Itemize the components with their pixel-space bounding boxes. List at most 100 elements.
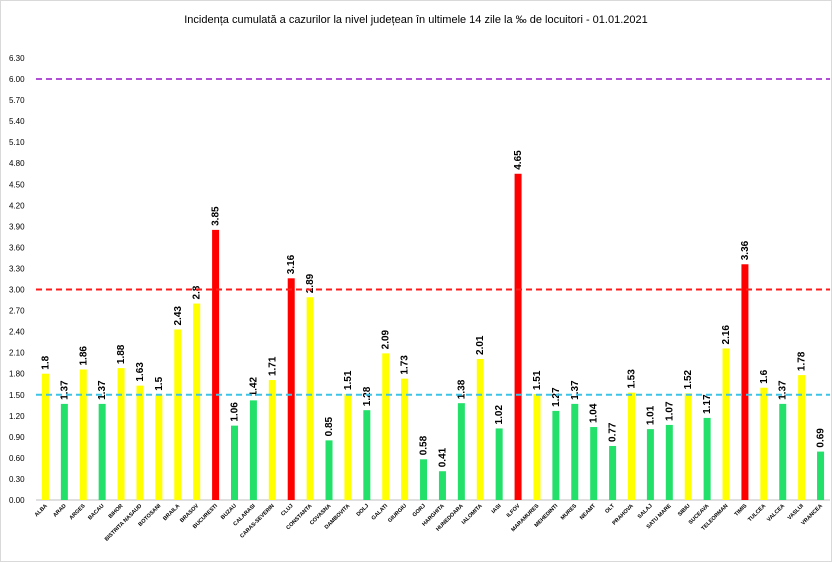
bar [476, 358, 484, 500]
bar [798, 375, 806, 500]
data-label: 2.16 [721, 325, 732, 345]
y-tick-label: 4.80 [9, 159, 25, 168]
y-tick-label: 4.20 [9, 201, 25, 210]
data-label: 1.42 [248, 376, 259, 396]
data-label: 1.6 [759, 369, 770, 383]
y-tick-label: 0.60 [9, 454, 25, 463]
data-label: 4.65 [513, 150, 524, 170]
bar [552, 410, 560, 500]
data-label: 1.71 [267, 356, 278, 376]
category-label: TIMIS [734, 503, 749, 518]
category-label: GALATI [371, 503, 390, 522]
bar [420, 459, 428, 500]
bar [249, 400, 257, 500]
category-label: TULCEA [747, 503, 767, 523]
y-tick-label: 1.20 [9, 412, 25, 421]
bar [741, 264, 749, 500]
category-label: OLT [604, 503, 616, 515]
bar [193, 303, 201, 500]
bar [174, 329, 182, 500]
y-tick-label: 3.90 [9, 222, 25, 231]
data-label: 1.37 [97, 380, 108, 400]
data-label: 3.85 [211, 206, 222, 226]
data-label: 1.37 [778, 380, 789, 400]
y-tick-label: 5.70 [9, 96, 25, 105]
bar [438, 471, 446, 500]
category-label: BRAILA [162, 503, 181, 522]
y-tick-label: 3.30 [9, 264, 25, 273]
category-label: GIURGIU [387, 503, 408, 524]
y-tick-label: 1.50 [9, 391, 25, 400]
bar [722, 348, 730, 500]
bar [287, 278, 295, 500]
y-tick-label: 2.10 [9, 349, 25, 358]
data-label: 0.69 [816, 428, 827, 448]
bar [684, 393, 692, 500]
bar [382, 353, 390, 500]
bar [779, 403, 787, 500]
data-label: 2.8 [192, 285, 203, 299]
data-label: 2.01 [475, 335, 486, 355]
bar [41, 373, 49, 500]
category-label: GORJ [412, 503, 427, 518]
data-label: 1.73 [400, 355, 411, 375]
category-label: VASLUI [787, 503, 806, 522]
bar [609, 445, 617, 500]
y-tick-label: 6.30 [9, 54, 25, 63]
bar [760, 387, 768, 500]
y-tick-label: 1.80 [9, 370, 25, 379]
data-label: 1.78 [797, 351, 808, 371]
category-label: BACAU [87, 503, 105, 521]
data-label: 0.85 [324, 416, 335, 436]
y-tick-label: 5.10 [9, 138, 25, 147]
bar [136, 385, 144, 500]
bar [155, 394, 163, 500]
bar [306, 297, 314, 500]
y-tick-label: 5.40 [9, 117, 25, 126]
bar [665, 424, 673, 500]
bar [514, 173, 522, 500]
data-label: 1.04 [589, 403, 600, 423]
category-label: SALAJ [637, 503, 654, 520]
bar [117, 368, 125, 500]
y-tick-label: 0.30 [9, 475, 25, 484]
bar [231, 425, 238, 500]
bar [268, 380, 276, 500]
category-label: MURES [560, 503, 579, 522]
category-label: NEAMT [579, 503, 598, 522]
y-tick-label: 2.70 [9, 307, 25, 316]
data-label: 1.07 [664, 401, 675, 421]
bar [646, 429, 654, 500]
data-label: 1.53 [627, 369, 638, 389]
bar [571, 403, 579, 500]
category-label: ILFOV [506, 503, 522, 519]
y-tick-label: 6.00 [9, 75, 25, 84]
data-label: 1.52 [683, 369, 694, 389]
category-label: ARAD [52, 503, 67, 518]
bar [817, 451, 825, 500]
bar [533, 394, 541, 500]
bar [401, 378, 409, 500]
data-label: 1.28 [362, 386, 373, 406]
data-label: 2.89 [305, 273, 316, 293]
bar [703, 417, 711, 500]
data-label: 3.36 [740, 240, 751, 260]
category-label: BIHOR [108, 503, 125, 520]
category-label: ARGES [69, 503, 87, 521]
data-label: 1.88 [116, 344, 127, 364]
data-label: 1.63 [135, 362, 146, 382]
data-label: 1.51 [532, 370, 543, 390]
category-label: CARAS-SEVERIN [239, 503, 275, 539]
data-label: 1.86 [78, 346, 89, 366]
data-label: 1.37 [59, 380, 70, 400]
data-label: 1.02 [494, 405, 505, 425]
category-label: ALBA [34, 503, 49, 518]
bar [98, 403, 106, 500]
data-label: 1.01 [645, 405, 656, 425]
data-label: 1.17 [702, 394, 713, 414]
data-label: 0.58 [419, 435, 430, 455]
category-label: VALCEA [766, 503, 786, 523]
category-label: DOLJ [356, 503, 371, 518]
bar [363, 410, 371, 500]
